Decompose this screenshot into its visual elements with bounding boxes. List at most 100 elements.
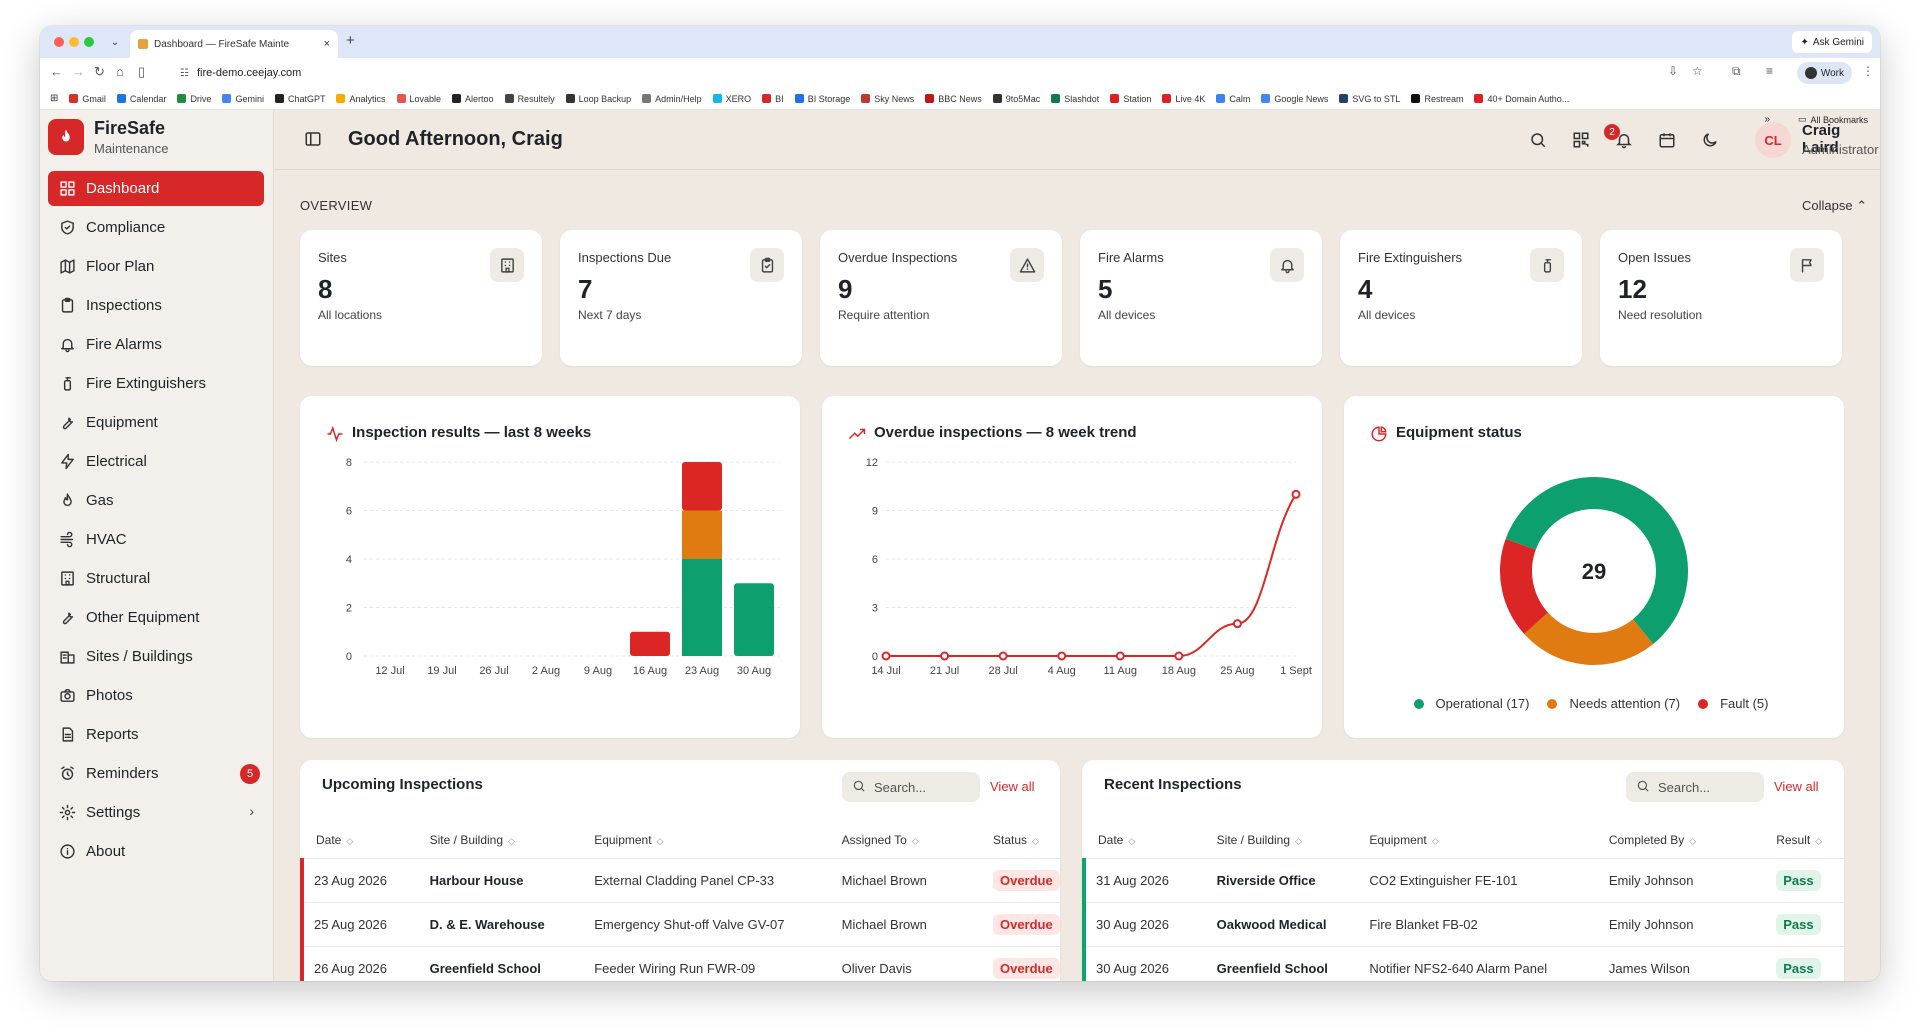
media-icon[interactable]: ≡	[1766, 64, 1774, 78]
bookmark-item[interactable]: BI	[762, 94, 784, 104]
column-header[interactable]: Equipment ◇	[580, 822, 828, 859]
browser-menu-icon[interactable]: ⋮	[1862, 64, 1874, 78]
stat-card[interactable]: Overdue Inspections 9 Require attention	[820, 230, 1062, 366]
brand[interactable]: FireSafe Maintenance	[48, 118, 168, 156]
address-bar[interactable]: ☷ fire-demo.ceejay.com	[180, 62, 1780, 84]
bookmark-item[interactable]: Loop Backup	[565, 94, 631, 104]
sidebar-item-fire-alarms[interactable]: Fire Alarms	[48, 327, 264, 362]
table-row[interactable]: 30 Aug 2026 Greenfield School Notifier NFS…	[1082, 946, 1844, 981]
reading-mode-icon[interactable]: ▯	[138, 64, 146, 79]
table-row[interactable]: 30 Aug 2026 Oakwood Medical Fire Blanket F…	[1082, 902, 1844, 947]
bookmark-item[interactable]: Station	[1110, 94, 1151, 104]
legend-item[interactable]: Fault (5)	[1698, 696, 1774, 711]
new-tab-button[interactable]: +	[346, 32, 355, 49]
home-icon[interactable]: ⌂	[116, 64, 124, 79]
column-header[interactable]: Equipment ◇	[1355, 822, 1595, 859]
stat-card[interactable]: Open Issues 12 Need resolution	[1600, 230, 1842, 366]
upcoming-view-all-link[interactable]: View all	[990, 779, 1035, 794]
avatar[interactable]: CL	[1755, 122, 1791, 158]
extensions-icon[interactable]: ⧉	[1732, 64, 1741, 78]
bookmark-item[interactable]: XERO	[712, 94, 751, 104]
bar-segment[interactable]	[630, 631, 670, 656]
search-icon[interactable]	[1528, 130, 1548, 150]
sidebar-item-inspections[interactable]: Inspections	[48, 288, 264, 323]
bar-segment[interactable]	[682, 559, 722, 656]
bookmark-item[interactable]: SVG to STL	[1339, 94, 1400, 104]
stat-card[interactable]: Fire Alarms 5 All devices	[1080, 230, 1322, 366]
legend-item[interactable]: Needs attention (7)	[1547, 696, 1686, 711]
tab-search-dropdown[interactable]: ⌄	[110, 36, 120, 48]
bookmark-item[interactable]: Calendar	[116, 94, 166, 104]
donut-slice[interactable]	[1505, 477, 1688, 645]
legend-item[interactable]: Operational (17)	[1413, 696, 1536, 711]
maximize-window-button[interactable]	[84, 37, 94, 47]
minimize-window-button[interactable]	[69, 37, 79, 47]
profile-button[interactable]: Work	[1796, 62, 1852, 84]
sidebar-item-electrical[interactable]: Electrical	[48, 444, 264, 479]
sidebar-item-dashboard[interactable]: Dashboard	[48, 171, 264, 206]
sidebar-item-settings[interactable]: Settings ›	[48, 795, 264, 830]
sidebar-toggle-icon[interactable]	[304, 130, 322, 153]
data-point[interactable]	[940, 651, 950, 661]
calendar-icon[interactable]	[1657, 130, 1677, 150]
donut-slice[interactable]	[1500, 538, 1548, 634]
table-row[interactable]: 26 Aug 2026 Greenfield School Feeder Wirin…	[300, 946, 1060, 981]
bookmark-item[interactable]: Slashdot	[1051, 94, 1099, 104]
column-header[interactable]: Site / Building ◇	[415, 822, 581, 859]
recent-view-all-link[interactable]: View all	[1774, 779, 1819, 794]
bookmark-item[interactable]: Admin/Help	[642, 94, 702, 104]
donut-slice[interactable]	[1524, 612, 1654, 665]
install-app-icon[interactable]: ⇩	[1668, 64, 1679, 78]
bar-segment[interactable]	[682, 510, 722, 560]
data-point[interactable]	[1291, 489, 1301, 499]
sidebar-item-sites-buildings[interactable]: Sites / Buildings	[48, 639, 264, 674]
bookmark-item[interactable]: BBC News	[925, 94, 982, 104]
bar-segment[interactable]	[682, 462, 722, 511]
column-header[interactable]: Result ◇	[1762, 822, 1844, 859]
table-row[interactable]: 31 Aug 2026 Riverside Office CO2 Extinguis…	[1082, 858, 1844, 903]
table-row[interactable]: 23 Aug 2026 Harbour House External Claddin…	[300, 858, 1060, 903]
bookmark-item[interactable]: Alertoo	[452, 94, 494, 104]
sidebar-item-other-equipment[interactable]: Other Equipment	[48, 600, 264, 635]
user-name[interactable]: Craig Laird	[1802, 122, 1841, 156]
bookmark-item[interactable]: 40+ Domain Autho...	[1474, 94, 1569, 104]
bookmark-item[interactable]: BI Storage	[794, 94, 850, 104]
bookmark-item[interactable]: Calm	[1216, 94, 1250, 104]
sidebar-item-fire-extinguishers[interactable]: Fire Extinguishers	[48, 366, 264, 401]
recent-search-input[interactable]: Search...	[1626, 772, 1764, 802]
bookmark-item[interactable]: Google News	[1261, 94, 1328, 104]
bookmark-item[interactable]: Analytics	[336, 94, 386, 104]
column-header[interactable]: Date ◇	[1084, 822, 1203, 859]
bookmark-star-icon[interactable]: ☆	[1692, 64, 1703, 78]
browser-tab-active[interactable]: Dashboard — FireSafe Mainte ×	[130, 30, 338, 58]
column-header[interactable]: Site / Building ◇	[1202, 822, 1356, 859]
qr-code-icon[interactable]	[1571, 130, 1591, 150]
bookmarks-overflow-button[interactable]: »	[1764, 114, 1770, 125]
sidebar-item-floor-plan[interactable]: Floor Plan	[48, 249, 264, 284]
bell-icon[interactable]	[1614, 130, 1634, 150]
all-bookmarks-button[interactable]: ▭ All Bookmarks	[1798, 114, 1868, 125]
stat-card[interactable]: Sites 8 All locations	[300, 230, 542, 366]
sidebar-item-about[interactable]: About	[48, 834, 264, 869]
column-header[interactable]: Assigned To ◇	[827, 822, 979, 859]
table-row[interactable]: 25 Aug 2026 D. & E. Warehouse Emergency Sh…	[300, 902, 1060, 947]
data-point[interactable]	[1174, 651, 1184, 661]
sidebar-item-structural[interactable]: Structural	[48, 561, 264, 596]
ask-gemini-button[interactable]: ✦ Ask Gemini	[1792, 31, 1872, 53]
sidebar-item-hvac[interactable]: HVAC	[48, 522, 264, 557]
collapse-button[interactable]: Collapse ⌃	[1802, 198, 1868, 213]
bookmark-item[interactable]: Lovable	[396, 94, 441, 104]
bookmark-item[interactable]: Gemini	[222, 94, 264, 104]
column-header[interactable]: Date ◇	[302, 822, 416, 859]
column-header[interactable]: Status ◇	[978, 822, 1060, 859]
upcoming-search-input[interactable]: Search...	[842, 772, 980, 802]
stat-card[interactable]: Inspections Due 7 Next 7 days	[560, 230, 802, 366]
bookmark-item[interactable]: Sky News	[861, 94, 914, 104]
sidebar-item-reminders[interactable]: Reminders 5	[48, 756, 264, 791]
reload-icon[interactable]: ↻	[94, 64, 105, 79]
apps-icon[interactable]: ⊞	[50, 93, 59, 104]
sidebar-item-reports[interactable]: Reports	[48, 717, 264, 752]
bar-segment[interactable]	[734, 583, 774, 656]
sidebar-item-equipment[interactable]: Equipment	[48, 405, 264, 440]
bookmark-item[interactable]: Live 4K	[1162, 94, 1205, 104]
